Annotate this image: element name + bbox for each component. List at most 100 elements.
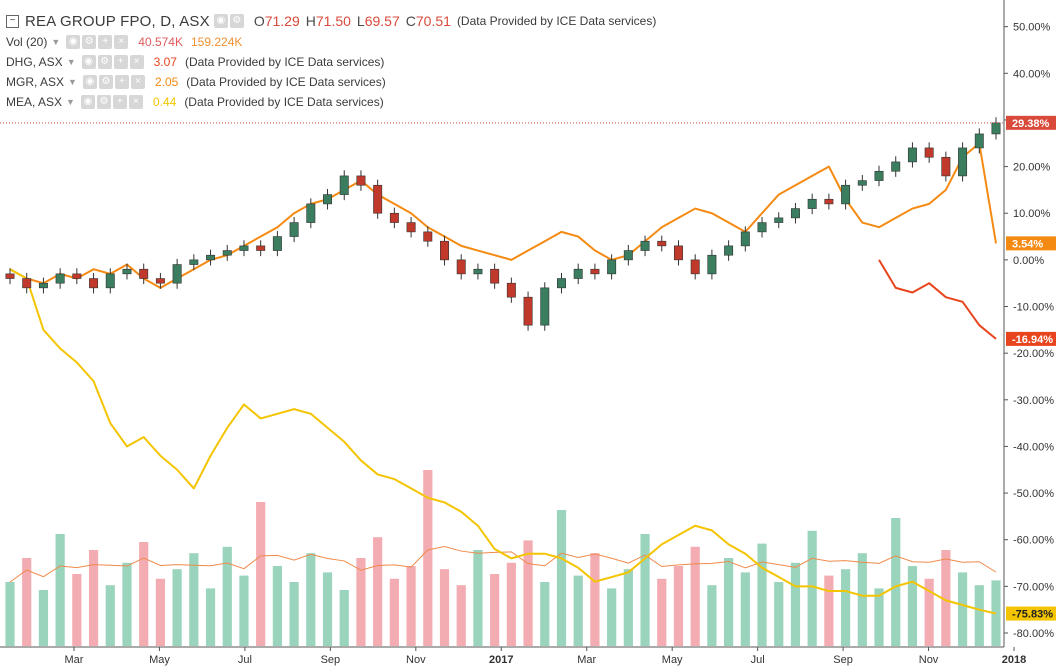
volume-bar (439, 569, 450, 646)
y-tick-label: 0.00% (1013, 255, 1044, 267)
volume-bar (540, 582, 550, 646)
y-tick-label: -20.00% (1013, 348, 1054, 360)
candle-body (339, 175, 349, 195)
candle-body (89, 278, 99, 289)
close-icon[interactable]: × (130, 75, 145, 89)
last-value-label: -75.83% (1012, 609, 1053, 621)
candle-body (490, 268, 500, 284)
add-icon[interactable]: + (98, 35, 113, 49)
volume-bar (172, 569, 182, 646)
volume-bar (105, 585, 115, 646)
candle-body (807, 198, 817, 209)
main-series-buttons: ◉ ⚙ (213, 14, 246, 28)
close-value: C70.51 (405, 13, 451, 29)
add-icon[interactable]: + (114, 75, 129, 89)
x-tick-label: Mar (65, 654, 84, 666)
candle-body (824, 198, 834, 205)
volume-bar (506, 562, 516, 646)
candle-body (707, 254, 717, 275)
volume-bar (423, 470, 433, 646)
visibility-icon[interactable]: ◉ (80, 95, 95, 109)
chevron-down-icon[interactable]: ▼ (66, 57, 76, 67)
candle-body (690, 259, 700, 275)
series-value-mea: 0.44 (152, 95, 177, 109)
candle-body (139, 268, 149, 279)
candle-body (740, 231, 750, 247)
candle-body (891, 161, 901, 172)
candle-body (757, 222, 767, 233)
collapse-icon[interactable]: − (6, 14, 19, 28)
candle-body (907, 147, 917, 163)
legend-volume: Vol (20) ▼ ◉ ⚙ + × 40.574K 159.224K (6, 32, 656, 52)
candle-body (256, 245, 266, 251)
y-tick-label: 40.00% (1013, 68, 1051, 80)
candle-body (440, 240, 449, 261)
candle-body (389, 212, 399, 223)
open-value: O71.29 (253, 13, 300, 29)
add-icon[interactable]: + (113, 55, 128, 69)
volume-bar (941, 550, 951, 646)
volume-bar (306, 553, 316, 646)
candle-body (874, 170, 884, 181)
series-line-dhg (878, 259, 997, 340)
y-tick-label: 50.00% (1013, 22, 1051, 34)
chart-legend: − REA GROUP FPO, D, ASX ◉ ⚙ O71.29 H71.5… (6, 10, 656, 112)
settings-icon[interactable]: ⚙ (97, 55, 112, 69)
volume-ma-value: 159.224K (191, 35, 243, 49)
volume-bar (239, 575, 249, 646)
x-tick-label: Sep (833, 654, 853, 666)
visibility-icon[interactable]: ◉ (66, 35, 81, 49)
candle-body (5, 273, 15, 279)
close-icon[interactable]: × (128, 95, 143, 109)
visibility-icon[interactable]: ◉ (81, 55, 96, 69)
candle-body (974, 133, 984, 149)
last-value-label: -16.94% (1012, 334, 1053, 346)
candle-body (172, 264, 182, 284)
candle-body (623, 250, 633, 261)
legend-main-series: − REA GROUP FPO, D, ASX ◉ ⚙ O71.29 H71.5… (6, 10, 656, 32)
close-icon[interactable]: × (129, 55, 144, 69)
candle-body (540, 287, 550, 326)
candle-body (506, 282, 516, 298)
y-tick-label: 10.00% (1013, 208, 1051, 220)
settings-icon[interactable]: ⚙ (229, 14, 244, 28)
volume-name: Vol (20) (6, 35, 48, 49)
visibility-icon[interactable]: ◉ (82, 75, 97, 89)
candle-body (456, 259, 466, 275)
settings-icon[interactable]: ⚙ (98, 75, 113, 89)
chevron-down-icon[interactable]: ▼ (68, 77, 77, 87)
chevron-down-icon[interactable]: ▼ (66, 97, 75, 107)
volume-bar (673, 566, 684, 646)
volume-bar (690, 546, 700, 646)
y-tick-label: -60.00% (1013, 535, 1054, 547)
y-tick-label: -70.00% (1013, 581, 1054, 593)
candle-body (523, 296, 533, 326)
candle-body (673, 245, 683, 261)
add-icon[interactable]: + (112, 95, 127, 109)
candle-body (657, 240, 667, 247)
candle-body (105, 273, 115, 289)
volume-bar (155, 578, 166, 646)
last-value-badge (1006, 115, 1056, 130)
candle-body (724, 245, 734, 256)
visibility-icon[interactable]: ◉ (213, 14, 228, 28)
settings-icon[interactable]: ⚙ (96, 95, 111, 109)
candle-body (22, 278, 32, 289)
volume-bar (807, 530, 817, 646)
x-tick-label: Jul (751, 654, 765, 666)
candle-body (607, 259, 617, 275)
candle-body (924, 147, 934, 158)
volume-bar (55, 534, 65, 646)
volume-bar (38, 590, 49, 646)
volume-bar (573, 575, 583, 646)
volume-bar (757, 543, 767, 646)
volume-bar (72, 574, 82, 646)
close-icon[interactable]: × (114, 35, 129, 49)
settings-icon[interactable]: ⚙ (82, 35, 97, 49)
volume-bar (623, 569, 633, 646)
chevron-down-icon[interactable]: ▼ (51, 37, 61, 47)
volume-bar (473, 550, 483, 646)
candle-body (72, 273, 82, 279)
y-tick-label: -10.00% (1013, 302, 1054, 314)
